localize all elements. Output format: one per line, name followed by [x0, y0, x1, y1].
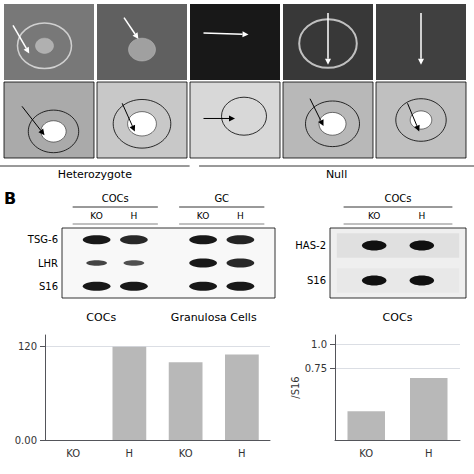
svg-text:Null: Null: [326, 168, 347, 181]
svg-text:KO: KO: [66, 448, 80, 459]
svg-text:KO: KO: [368, 211, 381, 221]
svg-text:1.0: 1.0: [311, 339, 327, 350]
svg-text:COCs: COCs: [384, 193, 411, 204]
svg-text:B: B: [4, 189, 16, 208]
svg-text:120: 120: [18, 341, 37, 352]
svg-text:KO: KO: [90, 211, 103, 221]
svg-text:H: H: [425, 448, 433, 459]
svg-text:KO: KO: [179, 448, 193, 459]
svg-text:H: H: [418, 211, 425, 221]
svg-text:TSG-6: TSG-6: [27, 234, 58, 245]
svg-text:HAS-2: HAS-2: [295, 240, 326, 251]
svg-text:S16: S16: [39, 281, 58, 292]
svg-text:0.00: 0.00: [15, 435, 37, 446]
svg-text:H: H: [238, 448, 246, 459]
svg-text:KO: KO: [359, 448, 373, 459]
svg-text:0.75: 0.75: [305, 363, 327, 374]
svg-text:COCs: COCs: [383, 311, 413, 324]
svg-text:COCs: COCs: [86, 311, 116, 324]
svg-text:S16: S16: [307, 275, 326, 286]
svg-text:H: H: [237, 211, 244, 221]
svg-text:H: H: [126, 448, 134, 459]
svg-text:GC: GC: [214, 193, 229, 204]
svg-text:COCs: COCs: [102, 193, 129, 204]
svg-text:KO: KO: [197, 211, 210, 221]
svg-text:Heterozygote: Heterozygote: [58, 168, 132, 181]
svg-text:Granulosa Cells: Granulosa Cells: [171, 311, 257, 324]
svg-text:H: H: [130, 211, 137, 221]
svg-text:LHR: LHR: [38, 258, 58, 269]
svg-text:/S16: /S16: [290, 376, 301, 398]
